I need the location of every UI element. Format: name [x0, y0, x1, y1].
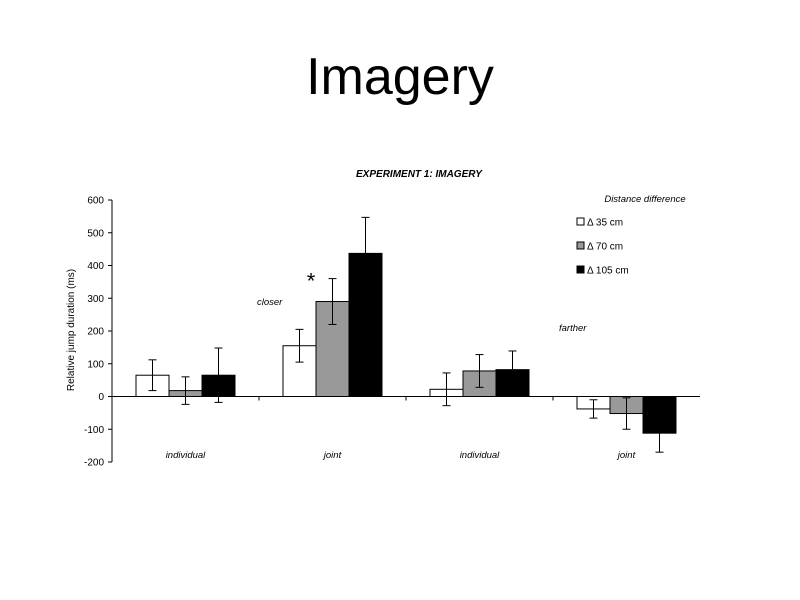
legend-label-3: Δ 105 cm	[587, 266, 629, 277]
significance-marker: *	[307, 269, 316, 294]
legend-swatch-1	[576, 217, 585, 226]
y-tick-label: 400	[87, 261, 104, 272]
y-tick-label: 500	[87, 228, 104, 239]
section-label-closer: closer	[257, 297, 283, 308]
y-tick-label: 600	[87, 196, 104, 207]
section-label-farther: farther	[559, 323, 587, 334]
y-tick-label: -100	[84, 425, 104, 436]
legend-title: Distance difference	[604, 194, 685, 205]
chart-title: EXPERIMENT 1: IMAGERY	[356, 169, 483, 180]
x-category-label: joint	[322, 450, 342, 461]
x-category-label: joint	[616, 450, 636, 461]
y-tick-label: 200	[87, 327, 104, 338]
x-category-label: individual	[166, 450, 206, 461]
y-tick-label: 300	[87, 294, 104, 305]
legend-label-1: Δ 35 cm	[587, 218, 623, 229]
y-axis-label: Relative jump duration (ms)	[66, 269, 77, 391]
slide-title: Imagery	[306, 48, 494, 106]
y-tick-label: -200	[84, 458, 104, 469]
y-tick-label: 100	[87, 359, 104, 370]
legend-swatch-3	[576, 265, 585, 274]
legend-label-2: Δ 70 cm	[587, 242, 623, 253]
x-category-label: individual	[460, 450, 500, 461]
y-tick-label: 0	[98, 392, 104, 403]
legend-swatch-2	[576, 241, 585, 250]
